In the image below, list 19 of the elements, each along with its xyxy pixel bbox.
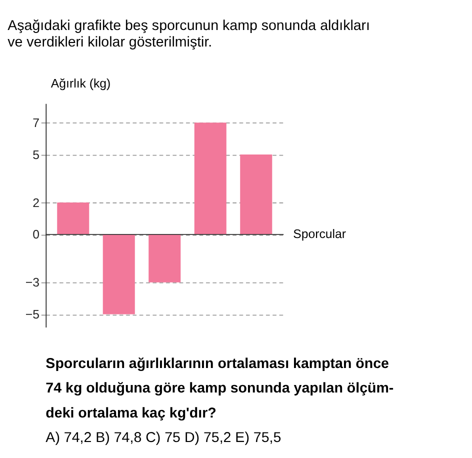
text: A) 74,2 B) 74,8 C) 75 D) 75,2 E) 75,5: [46, 430, 282, 446]
y-tick-label: −5: [25, 308, 40, 322]
bar: [148, 234, 181, 282]
y-axis-title: Ağırlık (kg): [50, 76, 111, 91]
bar: [102, 234, 135, 314]
y-tick-label: 0: [32, 228, 40, 242]
y-tick-label: −3: [25, 276, 40, 290]
text: deki ortalama kaç kg'dır?: [46, 405, 216, 422]
bar: [194, 122, 226, 234]
bar: [57, 202, 90, 234]
y-tick-label: 2: [32, 196, 40, 210]
bar: [240, 154, 272, 234]
x-axis-title: Sporcular: [293, 227, 346, 242]
y-tick-label: 5: [32, 148, 40, 162]
text: Aşağıdaki grafikte beş sporcunun kamp sonunda aldıkları: [8, 18, 370, 34]
text: ve verdikleri kilolar gösterilmiştir.: [8, 34, 212, 50]
text: Sporcuların ağırlıklarının ortalaması kamptan önce: [46, 356, 390, 372]
text: 74 kg olduğuna göre kamp sonunda yapılan ölçüm-: [46, 380, 394, 397]
y-tick-label: 7: [32, 116, 40, 130]
